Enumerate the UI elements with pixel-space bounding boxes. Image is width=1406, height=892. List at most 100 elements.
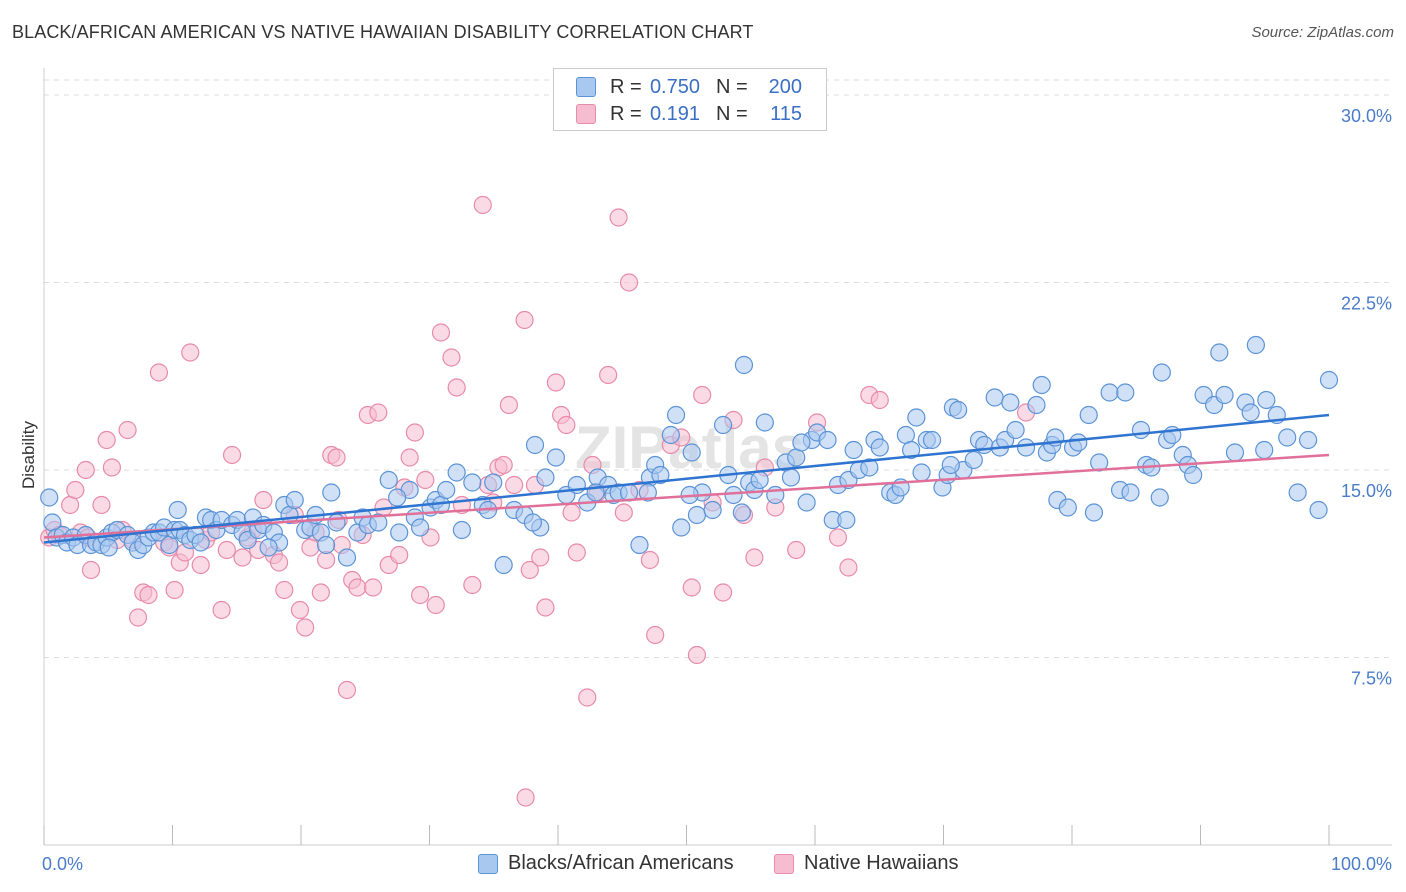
pink-data-point <box>149 363 169 382</box>
blue-data-point <box>661 425 680 445</box>
blue-data-point <box>964 450 983 470</box>
blue-data-point <box>1079 405 1098 425</box>
blue-data-point <box>463 473 482 492</box>
blue-data-point <box>630 535 649 555</box>
blue-data-point <box>322 483 341 502</box>
legend: R = 0.750 N = 200 R = 0.191 N = 115 <box>553 68 827 131</box>
blue-data-point <box>1058 498 1077 517</box>
blue-data-point <box>1255 440 1274 460</box>
pink-data-point <box>222 445 242 465</box>
blue-data-point <box>40 488 59 507</box>
blue-data-point <box>1257 390 1276 410</box>
pink-data-point <box>400 448 419 467</box>
blue-data-point <box>525 435 545 455</box>
blue-data-point <box>1084 503 1104 522</box>
pink-data-point <box>473 195 492 215</box>
blue-data-point <box>1152 363 1171 382</box>
pink-data-point <box>296 618 315 637</box>
blue-data-point <box>1131 420 1151 440</box>
pink-data-point <box>745 548 764 567</box>
blue-trend-line <box>43 413 1330 544</box>
blue-data-point <box>447 463 466 482</box>
pink-data-point <box>646 625 665 645</box>
blue-data-point <box>494 555 513 575</box>
blue-data-point <box>912 463 931 482</box>
blue-data-point <box>750 470 769 490</box>
pink-data-point <box>191 555 210 575</box>
tick-labels: 7.5% 15.0% 22.5% 30.0% 0.0% 100.0% <box>42 106 1392 874</box>
blue-data-point <box>285 490 304 510</box>
blue-data-point <box>316 535 336 555</box>
blue-data-point <box>844 440 863 460</box>
legend-r-value: 0.750 <box>649 75 700 98</box>
y-tick-label: 7.5% <box>1351 669 1392 689</box>
pink-data-point <box>682 578 701 597</box>
y-tick-label: 15.0% <box>1341 481 1392 501</box>
pink-data-point <box>640 550 660 570</box>
blue-data-point <box>1210 343 1229 362</box>
blue-data-point <box>536 468 555 487</box>
pink-data-point <box>337 680 357 700</box>
legend-row-blacks: R = 0.750 N = 200 <box>576 74 802 100</box>
pink-data-point <box>567 543 586 562</box>
pink-data-point <box>233 548 252 567</box>
blue-data-point <box>1001 393 1020 412</box>
pink-data-point <box>290 600 310 620</box>
pink-data-point <box>693 385 712 405</box>
pink-data-point <box>327 448 346 467</box>
pink-data-point <box>578 688 597 707</box>
legend-r-label: R = <box>610 75 642 98</box>
pink-data-point <box>369 403 388 422</box>
blue-data-point <box>907 408 926 427</box>
x-tick-label-min: 0.0% <box>42 854 83 874</box>
blue-data-point <box>99 538 118 557</box>
blue-data-point <box>1116 383 1135 402</box>
blue-data-point <box>949 400 968 420</box>
legend-row-native-hawaiians: R = 0.191 N = 115 <box>576 101 802 127</box>
bottom-legend: Blacks/African Americans Native Hawaiian… <box>0 852 1406 878</box>
x-tick-label-max: 100.0% <box>1331 854 1392 874</box>
blue-data-point <box>1121 483 1140 502</box>
pink-data-point <box>275 580 294 600</box>
pink-data-point <box>102 458 122 477</box>
pink-data-point <box>431 323 451 342</box>
pink-data-point <box>363 578 383 597</box>
blue-data-point <box>369 513 388 532</box>
pink-data-point <box>76 460 95 480</box>
pink-data-point <box>531 548 550 567</box>
axis-layer <box>43 68 1392 846</box>
blue-data-point <box>1150 488 1169 507</box>
legend-swatch-pink <box>576 104 596 124</box>
blue-data-point <box>732 503 751 522</box>
blue-data-point <box>1027 395 1046 415</box>
blue-data-point <box>259 538 278 557</box>
blue-data-point <box>860 458 879 477</box>
pink-data-point <box>599 365 618 385</box>
pink-data-point <box>390 545 409 565</box>
blue-data-point <box>724 485 743 505</box>
pink-data-point <box>311 583 330 602</box>
blue-data-point <box>390 523 409 542</box>
blue-data-point <box>379 470 398 490</box>
legend-r-value: 0.191 <box>649 102 700 125</box>
blue-data-point <box>1215 385 1234 405</box>
blue-data-point <box>672 518 691 537</box>
blue-data-point <box>703 500 722 520</box>
blue-data-point <box>1288 483 1307 502</box>
blue-data-point <box>1184 465 1203 485</box>
pink-data-point <box>416 470 435 490</box>
blue-data-point <box>1278 428 1297 447</box>
blue-data-point <box>452 520 471 540</box>
blue-data-point <box>337 548 357 567</box>
legend-swatch-blue <box>576 77 596 97</box>
pink-data-point <box>463 575 482 595</box>
bottom-legend-label: Blacks/African Americans <box>508 852 734 874</box>
blue-data-point <box>191 533 210 552</box>
blue-data-point <box>682 443 701 462</box>
blue-data-point <box>797 493 816 512</box>
blue-data-point <box>1319 370 1339 390</box>
blue-data-point <box>781 468 801 487</box>
blue-data-point <box>922 430 942 450</box>
pink-data-point <box>713 583 733 602</box>
